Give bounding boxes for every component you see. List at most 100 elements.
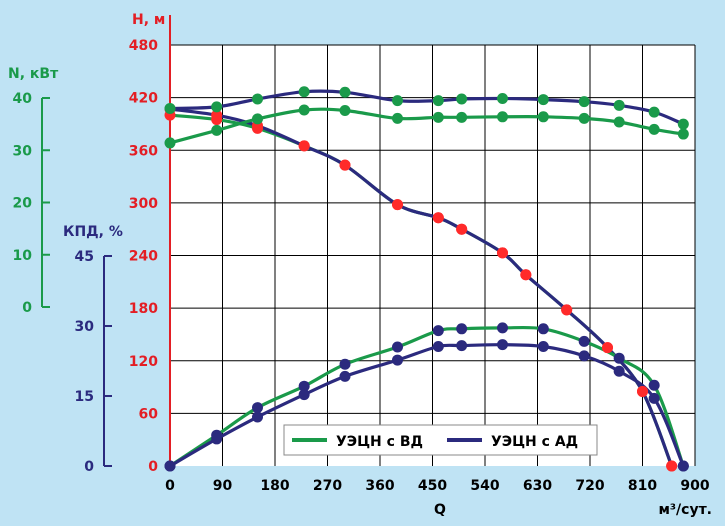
data-point-marker bbox=[299, 140, 310, 151]
data-point-marker bbox=[392, 113, 403, 124]
data-point-marker bbox=[433, 341, 444, 352]
data-point-marker bbox=[392, 355, 403, 366]
data-point-marker bbox=[538, 94, 549, 105]
efficiency-tick-label: 15 bbox=[75, 389, 94, 405]
data-point-marker bbox=[340, 371, 351, 382]
x-tick-label: 90 bbox=[213, 478, 233, 494]
efficiency-tick-label: 45 bbox=[75, 249, 94, 265]
data-point-marker bbox=[602, 342, 613, 353]
head-tick-label: 420 bbox=[129, 91, 158, 107]
power-tick-label: 20 bbox=[13, 196, 33, 212]
data-point-marker bbox=[678, 461, 689, 472]
data-point-marker bbox=[433, 212, 444, 223]
data-point-marker bbox=[637, 386, 648, 397]
data-point-marker bbox=[614, 117, 625, 128]
data-point-marker bbox=[252, 113, 263, 124]
data-point-marker bbox=[497, 247, 508, 258]
data-point-marker bbox=[456, 323, 467, 334]
x-tick-label: 720 bbox=[575, 478, 604, 494]
data-point-marker bbox=[456, 94, 467, 105]
x-tick-label: 630 bbox=[523, 478, 552, 494]
data-point-marker bbox=[299, 105, 310, 116]
data-point-marker bbox=[579, 96, 590, 107]
data-point-marker bbox=[392, 199, 403, 210]
data-point-marker bbox=[252, 94, 263, 105]
data-point-marker bbox=[340, 160, 351, 171]
data-point-marker bbox=[433, 112, 444, 123]
head-tick-label: 360 bbox=[129, 143, 158, 159]
power-axis-label: N, кВт bbox=[8, 66, 59, 82]
data-point-marker bbox=[299, 389, 310, 400]
data-point-marker bbox=[579, 336, 590, 347]
data-point-marker bbox=[456, 224, 467, 235]
data-point-marker bbox=[678, 119, 689, 130]
data-point-marker bbox=[614, 353, 625, 364]
data-point-marker bbox=[666, 461, 677, 472]
data-point-marker bbox=[211, 125, 222, 136]
x-tick-label: 450 bbox=[418, 478, 447, 494]
data-point-marker bbox=[299, 86, 310, 97]
data-point-marker bbox=[392, 342, 403, 353]
data-point-marker bbox=[649, 124, 660, 135]
data-point-marker bbox=[340, 87, 351, 98]
power-tick-label: 40 bbox=[13, 91, 33, 107]
head-tick-label: 60 bbox=[139, 406, 159, 422]
data-point-marker bbox=[579, 350, 590, 361]
head-tick-label: 300 bbox=[129, 196, 158, 212]
x-tick-label: 360 bbox=[365, 478, 394, 494]
data-point-marker bbox=[497, 111, 508, 122]
x-axis-label: Q bbox=[434, 502, 446, 518]
head-axis-label: H, м bbox=[132, 12, 165, 28]
legend-label: УЭЦН с ВД bbox=[336, 434, 423, 450]
data-point-marker bbox=[340, 105, 351, 116]
head-tick-label: 0 bbox=[148, 459, 158, 475]
data-point-marker bbox=[649, 107, 660, 118]
data-point-marker bbox=[497, 339, 508, 350]
data-point-marker bbox=[165, 103, 176, 114]
legend-label: УЭЦН с АД bbox=[491, 434, 578, 450]
data-point-marker bbox=[614, 366, 625, 377]
data-point-marker bbox=[211, 433, 222, 444]
x-tick-label: 540 bbox=[470, 478, 499, 494]
x-tick-label: 810 bbox=[628, 478, 657, 494]
x-tick-label: 270 bbox=[313, 478, 342, 494]
data-point-marker bbox=[456, 112, 467, 123]
data-point-marker bbox=[678, 129, 689, 140]
data-point-marker bbox=[456, 340, 467, 351]
data-point-marker bbox=[538, 323, 549, 334]
head-tick-label: 480 bbox=[129, 38, 158, 54]
head-tick-label: 180 bbox=[129, 301, 158, 317]
data-point-marker bbox=[433, 95, 444, 106]
data-point-marker bbox=[211, 101, 222, 112]
efficiency-axis-label: КПД, % bbox=[63, 224, 123, 240]
data-point-marker bbox=[252, 412, 263, 423]
data-point-marker bbox=[614, 100, 625, 111]
power-tick-label: 0 bbox=[22, 300, 32, 316]
data-point-marker bbox=[165, 137, 176, 148]
x-axis-unit: м³/сут. bbox=[658, 502, 712, 518]
power-tick-label: 10 bbox=[13, 248, 33, 264]
data-point-marker bbox=[340, 359, 351, 370]
data-point-marker bbox=[520, 269, 531, 280]
power-tick-label: 30 bbox=[13, 143, 33, 159]
efficiency-tick-label: 30 bbox=[75, 319, 95, 335]
data-point-marker bbox=[433, 325, 444, 336]
x-tick-label: 0 bbox=[165, 478, 175, 494]
data-point-marker bbox=[649, 393, 660, 404]
data-point-marker bbox=[497, 93, 508, 104]
x-tick-label: 900 bbox=[680, 478, 709, 494]
data-point-marker bbox=[392, 95, 403, 106]
data-point-marker bbox=[579, 113, 590, 124]
x-tick-label: 180 bbox=[260, 478, 289, 494]
data-point-marker bbox=[165, 461, 176, 472]
head-tick-label: 120 bbox=[129, 354, 158, 370]
data-point-marker bbox=[538, 341, 549, 352]
data-point-marker bbox=[561, 304, 572, 315]
efficiency-tick-label: 0 bbox=[84, 459, 94, 475]
data-point-marker bbox=[538, 111, 549, 122]
head-tick-label: 240 bbox=[129, 249, 158, 265]
data-point-marker bbox=[497, 322, 508, 333]
data-point-marker bbox=[649, 380, 660, 391]
